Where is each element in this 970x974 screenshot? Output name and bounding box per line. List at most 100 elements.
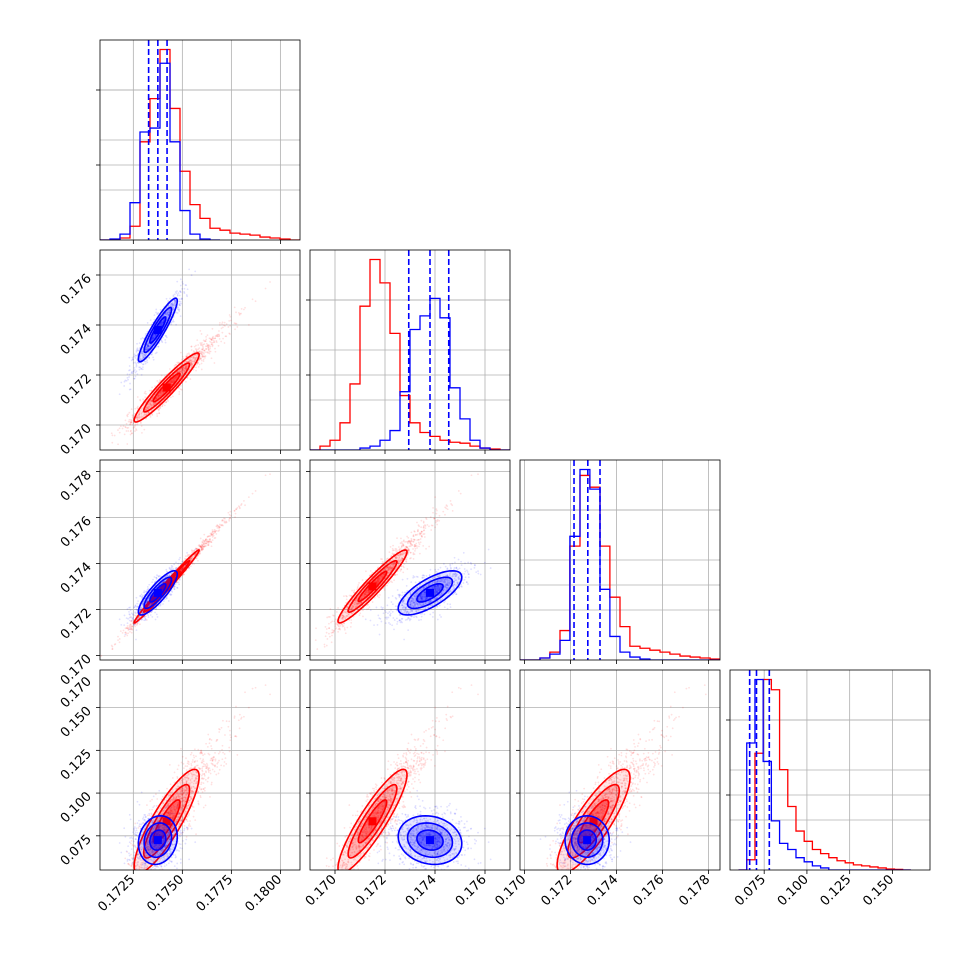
sample-point (180, 385, 182, 387)
sample-point (240, 504, 242, 506)
sample-point (134, 611, 136, 613)
sample-point (142, 398, 144, 400)
sample-point (210, 534, 212, 536)
sample-point (162, 405, 164, 407)
y-tick-label: 0.172 (58, 371, 95, 408)
panel-2-1 (303, 460, 510, 664)
sample-point (122, 428, 124, 430)
sample-point (158, 576, 160, 578)
sample-point (224, 325, 226, 327)
sample-point (235, 508, 237, 510)
sample-point (148, 357, 150, 359)
sample-point (236, 326, 238, 328)
sample-point (236, 507, 238, 509)
sample-point (179, 557, 181, 559)
sample-point (128, 607, 130, 609)
sample-point (111, 648, 113, 650)
sample-point (127, 632, 129, 634)
sample-point (214, 337, 216, 339)
sample-point (155, 608, 157, 610)
sample-point (229, 314, 231, 316)
sample-point (178, 304, 180, 306)
sample-point (234, 516, 236, 518)
sample-point (194, 549, 196, 551)
sample-point (165, 335, 167, 337)
sample-point (212, 539, 214, 541)
sample-point (136, 423, 138, 425)
sample-point (155, 312, 157, 314)
sample-point (402, 571, 404, 573)
sample-point (218, 330, 220, 332)
sample-point (204, 545, 206, 547)
sample-point (145, 619, 147, 621)
sample-point (181, 561, 183, 563)
sample-point (178, 298, 180, 300)
sample-point (248, 324, 250, 326)
sample-point (230, 515, 232, 517)
sample-point (215, 533, 217, 535)
sample-point (149, 390, 151, 392)
sample-point (168, 600, 170, 602)
sample-point (131, 432, 133, 434)
sample-point (175, 324, 177, 326)
sample-point (174, 586, 176, 588)
sample-point (158, 412, 160, 414)
sample-point (180, 388, 182, 390)
sample-point (112, 434, 114, 436)
sample-point (165, 342, 167, 344)
sample-point (204, 340, 206, 342)
sample-point (326, 632, 328, 634)
sample-point (265, 288, 267, 290)
sample-point (135, 363, 137, 365)
sample-point (154, 314, 156, 316)
sample-point (136, 354, 138, 356)
sample-point (161, 341, 163, 343)
sample-point (209, 348, 211, 350)
sample-point (188, 268, 190, 270)
sample-point (206, 343, 208, 345)
sample-point (203, 350, 205, 352)
sample-point (126, 430, 128, 432)
sample-point (188, 352, 190, 354)
density-peak-blue (154, 326, 162, 334)
sample-point (134, 430, 136, 432)
panel-plot-area (100, 460, 300, 660)
sample-point (221, 525, 223, 527)
sample-point (222, 321, 224, 323)
sample-point (144, 396, 146, 398)
sample-point (160, 309, 162, 311)
sample-point (207, 351, 209, 353)
sample-point (133, 378, 135, 380)
sample-point (213, 341, 215, 343)
panel-plot-area (100, 250, 300, 457)
sample-point (208, 544, 210, 546)
sample-point (212, 328, 214, 330)
sample-point (210, 338, 212, 340)
sample-point (196, 339, 198, 341)
sample-point (196, 548, 198, 550)
sample-point (114, 435, 116, 437)
sample-point (155, 619, 157, 621)
sample-point (139, 595, 141, 597)
sample-point (129, 424, 131, 426)
sample-point (155, 309, 157, 311)
sample-point (224, 518, 226, 520)
sample-point (127, 627, 129, 629)
sample-point (179, 295, 181, 297)
sample-point (117, 639, 119, 641)
sample-point (119, 641, 121, 643)
sample-point (120, 624, 122, 626)
sample-point (184, 558, 186, 560)
sample-point (180, 285, 182, 287)
sample-point (127, 430, 129, 432)
sample-point (175, 364, 177, 366)
sample-point (181, 298, 183, 300)
sample-point (137, 406, 139, 408)
sample-point (221, 323, 223, 325)
sample-point (183, 291, 185, 293)
sample-point (187, 288, 189, 290)
sample-point (201, 363, 203, 365)
sample-point (205, 351, 207, 353)
sample-point (129, 369, 131, 371)
